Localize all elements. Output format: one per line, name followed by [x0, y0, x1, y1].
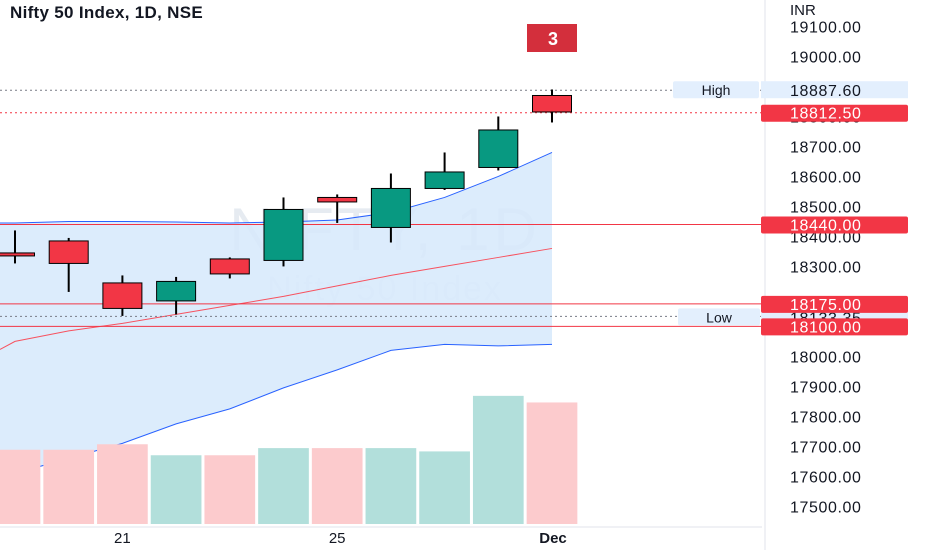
candle-body	[209, 258, 250, 275]
volume-bar	[150, 455, 202, 524]
high-tag	[673, 81, 759, 99]
price-label-text: 18812.50	[790, 106, 862, 123]
candle-body	[102, 282, 143, 309]
volume-bar	[97, 444, 148, 524]
price-axis[interactable]: INR19100.0019000.0018800.0018700.0018600…	[761, 0, 908, 550]
price-tick-label: 17800.00	[790, 409, 862, 426]
price-label-box	[761, 318, 908, 336]
candle-body	[532, 94, 572, 113]
bollinger-upper-line	[0, 152, 553, 224]
low-tag-label: Low	[706, 309, 733, 325]
volume-bar	[43, 449, 95, 524]
volume-bar	[0, 449, 41, 524]
price-tick-label: 18400.00	[790, 229, 862, 246]
price-tick-label: 17700.00	[790, 439, 862, 456]
price-label-box	[761, 104, 908, 122]
low-tag	[678, 308, 760, 326]
time-axis[interactable]: 21 25 Dec	[0, 526, 762, 547]
price-tick-label: 18000.00	[790, 349, 862, 366]
price-tick-label: 18500.00	[790, 199, 862, 216]
high-value-box	[761, 81, 908, 99]
price-label-text: 18100.00	[790, 319, 862, 336]
volume-layer	[0, 395, 578, 524]
volume-bar	[311, 448, 363, 524]
price-label-box	[761, 216, 908, 234]
price-label-text: 18440.00	[790, 217, 862, 234]
price-tick-label: 17600.00	[790, 469, 862, 486]
volume-bar	[258, 448, 309, 524]
price-tick-label: 19100.00	[790, 20, 862, 37]
event-marker-label: 3	[548, 29, 558, 49]
high-value-label: 18887.60	[790, 83, 862, 100]
currency-label: INR	[790, 2, 816, 19]
bollinger-band-fill	[0, 152, 552, 488]
price-tick-label: 17900.00	[790, 379, 862, 396]
high-tag-label: High	[702, 82, 731, 98]
price-tick-label: 18600.00	[790, 169, 862, 186]
candle-body	[156, 280, 197, 302]
event-marker	[527, 24, 577, 52]
candle-body	[0, 252, 35, 257]
time-tick-label: 21	[114, 530, 131, 547]
candle-body	[48, 240, 89, 264]
moving-average-layer	[0, 247, 553, 350]
volume-bar	[472, 395, 524, 524]
price-label-text: 18175.00	[790, 297, 862, 314]
volume-bar	[365, 448, 417, 524]
candles-layer: 3	[0, 24, 577, 316]
candle-body	[424, 171, 465, 189]
price-tick-label: 18700.00	[790, 139, 862, 156]
volume-bar	[419, 451, 470, 524]
volume-bar	[526, 402, 578, 524]
candle-body	[478, 129, 519, 168]
horizontal-lines-layer: High Low	[0, 81, 762, 327]
time-tick-label: 25	[329, 530, 346, 547]
chart-title: Nifty 50 Index, 1D, NSE	[10, 3, 204, 22]
candle-body	[263, 208, 304, 261]
price-tick-label: 17500.00	[790, 499, 862, 516]
price-tick-label: 19000.00	[790, 50, 862, 67]
volume-bar	[204, 455, 256, 524]
price-tick-label: 18300.00	[790, 259, 862, 276]
candle-body	[370, 187, 411, 228]
candle-body	[317, 196, 358, 203]
price-label-box	[761, 295, 908, 313]
time-tick-label: Dec	[539, 530, 567, 547]
moving-average-line	[0, 247, 553, 350]
